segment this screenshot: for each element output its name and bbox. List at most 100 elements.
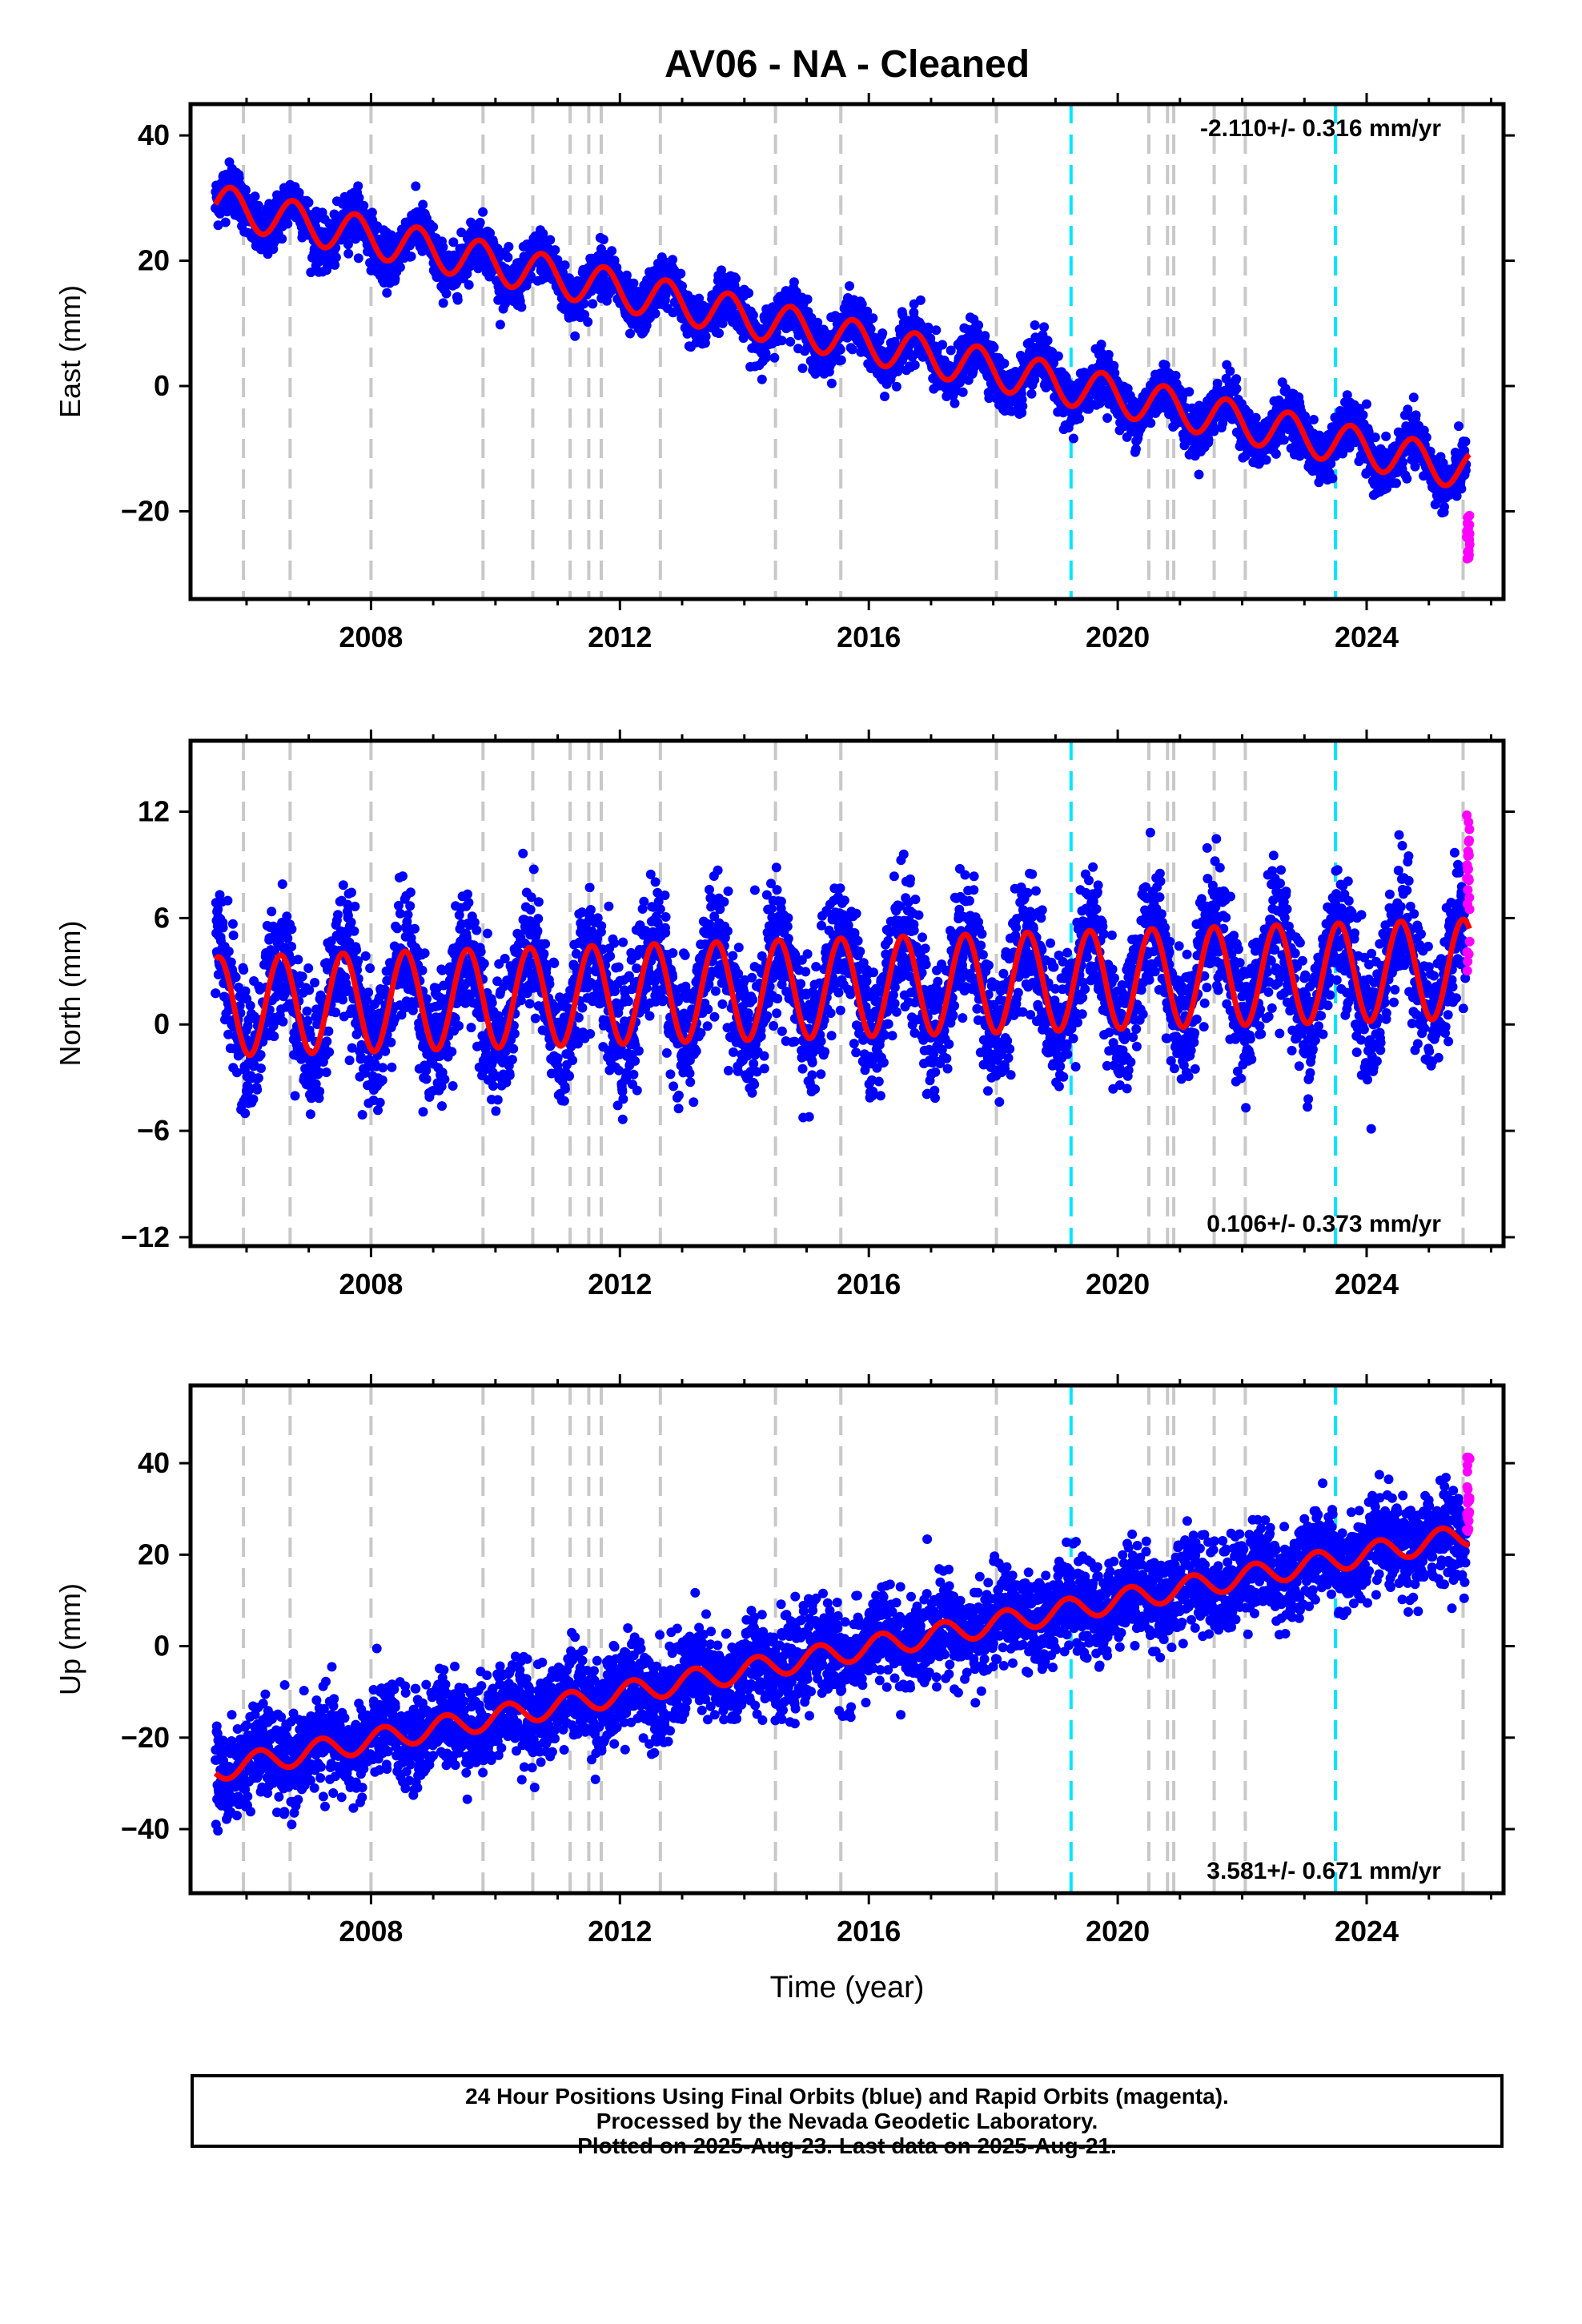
data-point	[452, 295, 463, 305]
y-tick-label: 0	[154, 369, 170, 402]
data-point	[382, 287, 392, 298]
data-point	[503, 252, 513, 263]
data-point	[1042, 336, 1053, 346]
data-point	[478, 207, 488, 217]
data-point	[785, 336, 796, 347]
data-point	[980, 331, 990, 341]
data-point	[677, 281, 687, 292]
data-point	[1327, 473, 1338, 484]
data-point	[714, 328, 724, 339]
data-point	[552, 255, 563, 265]
data-point	[560, 260, 570, 271]
data-point	[731, 273, 741, 283]
chart-title: AV06 - NA - Cleaned	[665, 43, 1030, 86]
data-point	[240, 1108, 251, 1119]
data-point	[526, 271, 536, 281]
data-point	[938, 340, 948, 350]
data-point	[923, 324, 934, 335]
data-point	[847, 344, 857, 355]
data-point	[475, 217, 485, 227]
data-point	[253, 1073, 263, 1084]
y-axis-label-east: East (mm)	[54, 285, 86, 418]
data-point	[789, 277, 799, 287]
x-tick-label: 2020	[1086, 621, 1150, 653]
data-point	[227, 919, 238, 929]
data-point	[411, 181, 421, 191]
data-point	[223, 947, 234, 957]
data-point	[1361, 399, 1371, 409]
data-point	[757, 374, 767, 384]
data-point	[495, 320, 505, 330]
data-point	[283, 219, 293, 229]
data-point	[621, 270, 632, 280]
data-point	[1018, 401, 1028, 412]
data-point	[857, 299, 867, 309]
data-point	[598, 235, 608, 245]
data-point	[239, 965, 249, 975]
data-point	[269, 1031, 279, 1042]
data-point	[1261, 455, 1271, 465]
rapid-data-point	[1464, 510, 1475, 521]
data-point	[1408, 392, 1419, 403]
data-point	[842, 332, 853, 343]
y-tick-label: −20	[121, 494, 170, 527]
data-point	[761, 352, 771, 363]
data-point	[701, 332, 711, 342]
data-point	[802, 294, 813, 304]
data-point	[897, 310, 908, 320]
data-point	[353, 181, 363, 191]
data-point	[256, 1063, 266, 1073]
data-point	[1398, 457, 1408, 468]
data-point	[406, 251, 416, 262]
data-point	[1146, 418, 1156, 428]
data-point	[1411, 410, 1421, 420]
data-point	[1454, 421, 1464, 432]
data-point	[228, 931, 239, 940]
data-point	[989, 342, 999, 352]
data-point	[1381, 431, 1391, 441]
data-point	[931, 325, 942, 336]
data-point	[748, 310, 758, 320]
data-point	[1358, 410, 1368, 420]
x-tick-label: 2024	[1335, 621, 1399, 653]
data-point	[516, 302, 527, 312]
data-point	[1231, 384, 1242, 394]
data-point	[211, 988, 221, 999]
data-point	[213, 220, 223, 231]
data-point	[1068, 433, 1078, 444]
plot-area-east	[211, 104, 1475, 599]
data-point	[1184, 387, 1195, 397]
data-point	[877, 328, 888, 339]
data-point	[1391, 478, 1401, 489]
data-point	[441, 288, 452, 299]
data-point	[428, 222, 439, 232]
data-point	[1456, 484, 1467, 494]
data-point	[588, 299, 598, 309]
data-point	[367, 207, 377, 218]
data-point	[331, 252, 341, 263]
rapid-data-point	[1464, 529, 1475, 539]
plot-frame-east	[188, 102, 1506, 601]
data-point	[1074, 413, 1085, 424]
data-point	[395, 262, 405, 272]
data-point	[504, 242, 514, 251]
data-point	[950, 398, 960, 408]
data-point	[909, 360, 920, 370]
data-point	[231, 972, 241, 983]
data-point	[1439, 502, 1449, 512]
data-point	[845, 281, 854, 292]
data-point	[1402, 473, 1412, 484]
data-point	[278, 1016, 288, 1027]
data-point	[1279, 435, 1289, 445]
data-point	[1421, 432, 1431, 443]
data-point	[1300, 411, 1310, 421]
data-point	[628, 278, 639, 288]
data-point	[277, 879, 287, 889]
data-point	[545, 235, 556, 245]
y-tick-label: 20	[138, 244, 170, 277]
data-point	[1039, 322, 1050, 332]
data-point	[974, 320, 984, 331]
